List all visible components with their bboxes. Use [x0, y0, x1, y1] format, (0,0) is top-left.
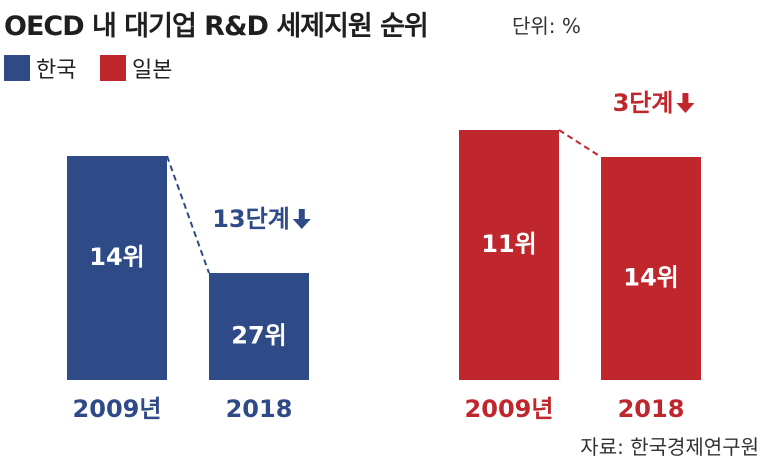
bar-한국-1 — [209, 273, 309, 380]
legend-item-japan: 일본 — [100, 52, 172, 84]
legend-swatch-japan — [100, 55, 126, 81]
bar-value-label: 14위 — [89, 243, 144, 271]
change-label: 13단계 — [212, 205, 290, 233]
unit-label: 단위: % — [512, 14, 581, 38]
bar-value-label: 14위 — [623, 264, 678, 292]
legend-swatch-korea — [4, 55, 30, 81]
legend-item-korea: 한국 — [4, 52, 76, 84]
change-label: 3단계 — [613, 89, 674, 117]
x-tick-label: 2018 — [618, 395, 685, 423]
connector-line — [558, 129, 602, 158]
x-tick-label: 2018 — [226, 395, 293, 423]
bar-한국-0 — [67, 156, 167, 380]
connector-line — [166, 155, 210, 274]
bar-value-label: 11위 — [481, 230, 536, 258]
legend-label-japan: 일본 — [132, 58, 173, 83]
down-arrow-icon — [676, 93, 695, 113]
x-tick-label: 2009년 — [73, 395, 162, 423]
chart-title: OECD 내 대기업 R&D 세제지원 순위 — [4, 11, 429, 42]
bar-일본-0 — [459, 130, 559, 380]
bar-일본-1 — [601, 157, 701, 380]
bar-value-label: 27위 — [231, 322, 286, 350]
source-note: 자료: 한국경제연구원 — [580, 435, 759, 459]
x-tick-label: 2009년 — [465, 395, 554, 423]
down-arrow-icon — [292, 209, 311, 229]
legend-label-korea: 한국 — [36, 58, 77, 83]
